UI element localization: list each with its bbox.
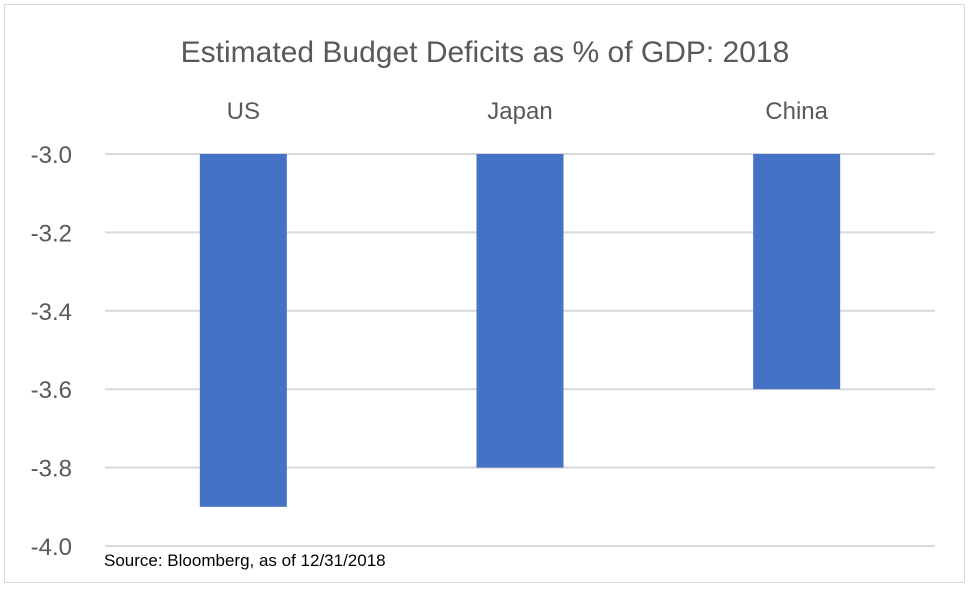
bar-japan	[476, 154, 564, 468]
y-tick-label: -3.6	[31, 377, 72, 404]
y-tick-label: -3.4	[31, 299, 72, 326]
category-label-japan: Japan	[487, 98, 552, 125]
y-tick-label: -4.0	[31, 534, 72, 561]
chart-title: Estimated Budget Deficits as % of GDP: 2…	[181, 36, 790, 69]
category-label-china: China	[765, 98, 828, 125]
bars	[199, 154, 841, 507]
bar-china	[753, 154, 841, 390]
category-labels: US Japan China	[227, 98, 829, 125]
source-note: Source: Bloomberg, as of 12/31/2018	[104, 551, 386, 570]
y-tick-label: -3.8	[31, 456, 72, 483]
y-tick-label: -3.0	[31, 142, 72, 169]
y-axis-ticks: -3.0 -3.2 -3.4 -3.6 -3.8 -4.0	[31, 142, 72, 561]
category-label-us: US	[227, 98, 260, 125]
y-tick-label: -3.2	[31, 220, 72, 247]
bar-us	[199, 154, 287, 507]
